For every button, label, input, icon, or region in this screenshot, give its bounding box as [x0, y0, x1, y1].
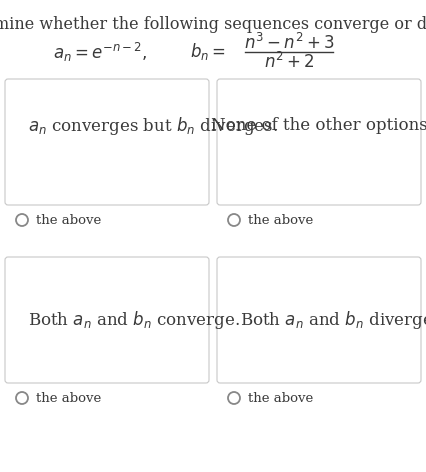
Text: the above: the above	[248, 213, 313, 227]
Text: $a_n = e^{-n-2},$: $a_n = e^{-n-2},$	[53, 41, 147, 64]
Text: $n^3 - n^2 + 3$: $n^3 - n^2 + 3$	[244, 33, 334, 53]
Text: the above: the above	[248, 391, 313, 405]
FancyBboxPatch shape	[5, 257, 209, 383]
Text: Both $a_n$ and $b_n$ converge.: Both $a_n$ and $b_n$ converge.	[28, 309, 240, 331]
Text: the above: the above	[36, 213, 101, 227]
Text: Both $a_n$ and $b_n$ diverge.: Both $a_n$ and $b_n$ diverge.	[240, 309, 426, 331]
FancyBboxPatch shape	[217, 79, 421, 205]
Text: $n^2 + 2$: $n^2 + 2$	[264, 52, 314, 72]
Text: $b_n =$: $b_n =$	[190, 42, 226, 62]
Text: $a_n$ converges but $b_n$ diverges.: $a_n$ converges but $b_n$ diverges.	[28, 115, 278, 137]
Text: None of the other options: None of the other options	[210, 118, 426, 135]
FancyBboxPatch shape	[217, 257, 421, 383]
Text: the above: the above	[36, 391, 101, 405]
FancyBboxPatch shape	[5, 79, 209, 205]
Text: Determine whether the following sequences converge or diverge: Determine whether the following sequence…	[0, 16, 426, 33]
